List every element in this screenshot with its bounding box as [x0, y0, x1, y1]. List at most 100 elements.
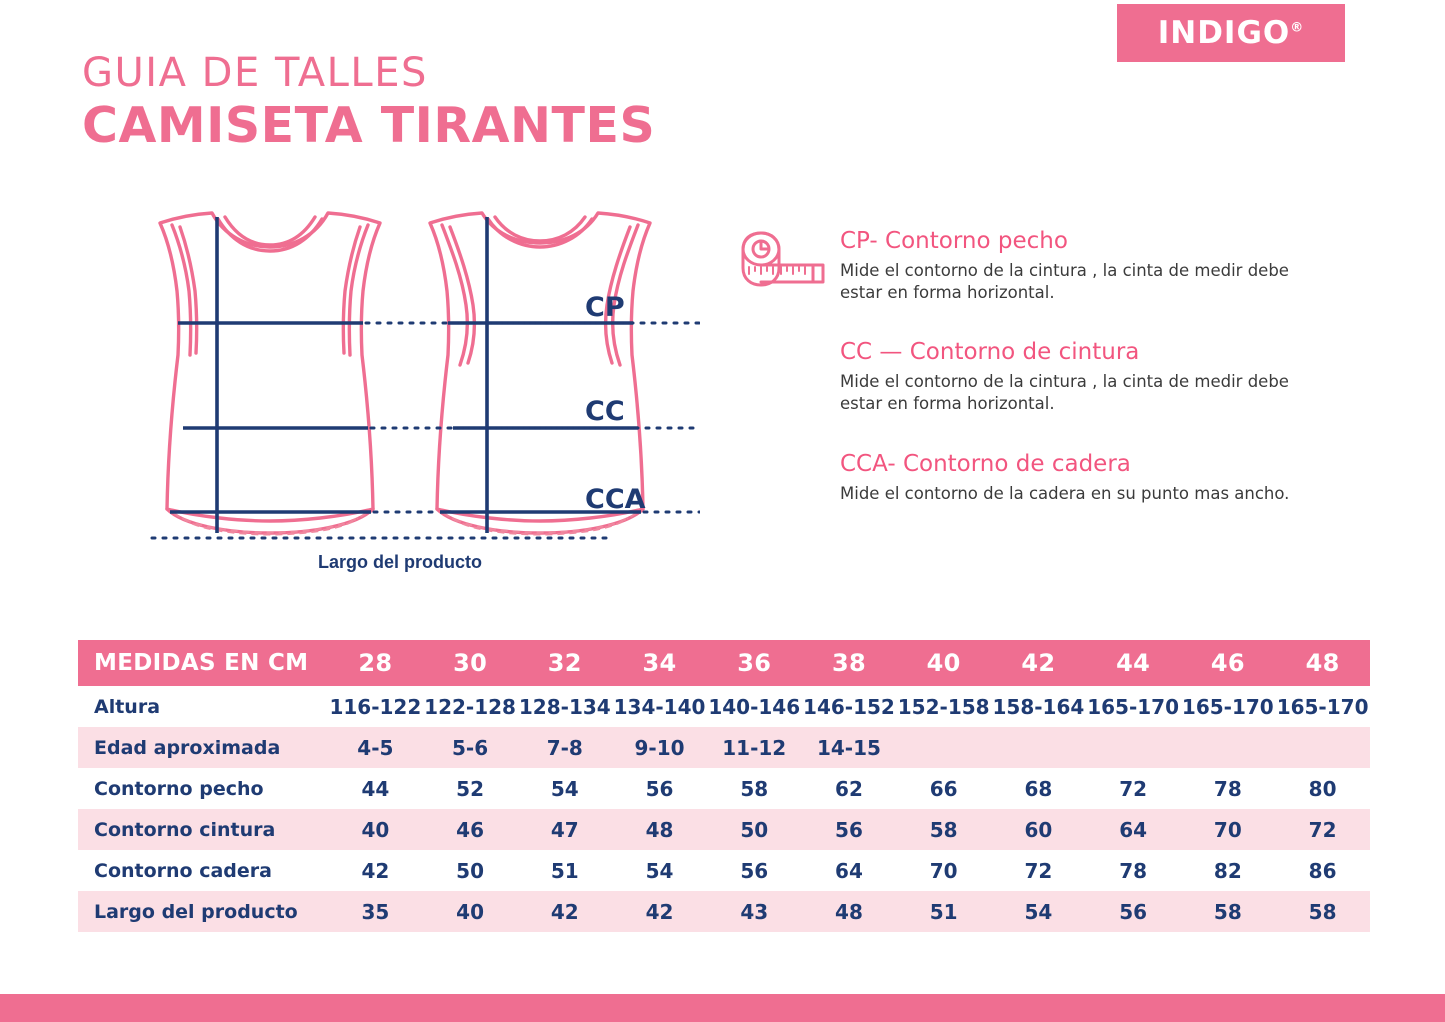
table-cell	[1180, 727, 1275, 768]
table-cell: 14-15	[816, 735, 881, 760]
table-cell: 48	[645, 817, 674, 842]
table-header-size-44: 44	[1116, 649, 1151, 677]
size-table-header: MEDIDAS EN CM 28 30 32 34 36 38 40 42 44 46 48	[78, 640, 1370, 686]
table-cell: 86	[1308, 858, 1337, 883]
table-cell: 56	[645, 776, 674, 801]
table-cell: 44	[361, 776, 390, 801]
table-cell: 122-128	[424, 694, 516, 719]
table-header-size-48: 48	[1305, 649, 1340, 677]
table-row-label: Contorno pecho	[94, 777, 264, 800]
table-row: Contorno pecho 44 52 54 56 58 62 66 68 72 78 80	[78, 768, 1370, 809]
brand-name: INDIGO	[1157, 15, 1291, 51]
garment-diagram	[100, 195, 700, 585]
table-cell: 54	[550, 776, 579, 801]
table-header-size-32: 32	[547, 649, 582, 677]
table-cell: 165-170	[1181, 694, 1274, 719]
tank-top-front-icon	[158, 211, 382, 535]
table-cell: 66	[929, 776, 958, 801]
table-cell: 40	[361, 817, 390, 842]
table-cell: 68	[1024, 776, 1053, 801]
brand-logo-text: INDIGO®	[1158, 15, 1305, 51]
table-header-label: MEDIDAS EN CM	[94, 650, 309, 676]
legend-desc-cc: Mide el contorno de la cintura , la cint…	[840, 371, 1289, 413]
table-cell: 47	[550, 817, 579, 842]
legend-title-cp: CP- Contorno pecho	[840, 228, 1068, 254]
table-cell: 50	[456, 858, 484, 883]
table-cell: 56	[835, 817, 863, 842]
footer-bar	[0, 994, 1445, 1022]
table-row-label: Altura	[94, 695, 161, 718]
legend-desc-cca: Mide el contorno de la cadera en su punt…	[840, 484, 1290, 504]
table-cell: 140-146	[708, 694, 801, 719]
title-guia-de-talles: GUIA DE TALLES	[82, 50, 428, 96]
table-cell: 7-8	[546, 735, 583, 760]
table-cell: 5-6	[452, 735, 489, 760]
title-camiseta-tirantes: CAMISETA TIRANTES	[82, 97, 656, 154]
table-cell: 42	[550, 899, 579, 924]
size-table: MEDIDAS EN CM 28 30 32 34 36 38 40 42 44 46 48 Alt…	[78, 640, 1370, 932]
table-cell: 50	[740, 817, 769, 842]
caption-largo-del-producto: Largo del producto	[318, 552, 482, 572]
legend-title-cc: CC — Contorno de cintura	[840, 338, 1140, 365]
table-cell: 70	[929, 858, 958, 883]
table-cell: 56	[740, 858, 769, 883]
table-row: Altura 116-122 122-128 128-134 134-140 140-14…	[78, 686, 1370, 727]
table-cell: 116-122	[329, 694, 422, 719]
table-cell: 40	[456, 899, 484, 924]
hem-stitch-front	[173, 512, 367, 536]
size-table-body: Altura 116-122 122-128 128-134 134-140 140-14…	[78, 686, 1370, 932]
table-cell: 128-134	[518, 694, 611, 719]
table-cell: 58	[1308, 899, 1337, 924]
table-row: Largo del producto 35 40 42 42 43 48 51 54 56 58 58	[78, 891, 1370, 932]
table-row: Edad aproximada 4-5 5-6 7-8 9-10 11-12 14-15	[78, 727, 1370, 768]
table-row-label: Contorno cadera	[94, 859, 272, 882]
table-cell: 72	[1119, 776, 1148, 801]
table-row: Contorno cadera 42 50 51 54 56 64 70 72 78 82 86	[78, 850, 1370, 891]
table-cell: 54	[645, 858, 674, 883]
table-header-size-46: 46	[1210, 649, 1245, 677]
table-cell: 54	[1024, 899, 1053, 924]
table-cell: 51	[929, 899, 958, 924]
table-cell: 43	[740, 899, 769, 924]
table-cell: 72	[1024, 858, 1053, 883]
table-cell: 56	[1119, 899, 1148, 924]
table-cell: 158-164	[992, 694, 1085, 719]
table-cell: 146-152	[803, 694, 895, 719]
table-cell: 58	[740, 776, 769, 801]
legend-desc-cp: Mide el contorno de la cintura , la cint…	[840, 261, 1289, 303]
table-cell: 62	[835, 776, 863, 801]
table-cell: 58	[1213, 899, 1242, 924]
page-title: GUIA DE TALLES CAMISETA TIRANTES	[82, 52, 655, 154]
measurement-dotted-lines	[150, 321, 700, 540]
table-cell: 51	[550, 858, 579, 883]
table-cell: 82	[1213, 858, 1242, 883]
table-header-row: MEDIDAS EN CM 28 30 32 34 36 38 40 42 44 46 48	[78, 640, 1370, 686]
table-cell: 70	[1213, 817, 1242, 842]
table-cell: 42	[645, 899, 674, 924]
table-header-size-34: 34	[642, 649, 677, 677]
table-cell: 152-158	[897, 694, 990, 719]
table-cell: 134-140	[613, 694, 706, 719]
table-row-label: Edad aproximada	[94, 736, 281, 759]
table-cell: 60	[1024, 817, 1053, 842]
measurement-legend: CP- Contorno pecho Mide el contorno de l…	[735, 228, 1335, 532]
table-header-size-42: 42	[1021, 649, 1056, 677]
table-cell: 9-10	[634, 735, 685, 760]
label-cp: CP	[585, 292, 625, 323]
table-cell: 42	[361, 858, 390, 883]
legend-title-cca: CCA- Contorno de cadera	[840, 451, 1131, 478]
hem-stitch-back	[443, 512, 637, 536]
table-cell	[1275, 727, 1370, 768]
table-cell	[1086, 727, 1181, 768]
registered-mark: ®	[1290, 20, 1305, 36]
table-cell: 80	[1308, 776, 1337, 801]
label-cca: CCA	[585, 484, 646, 515]
table-cell: 4-5	[357, 735, 394, 760]
table-cell	[991, 727, 1086, 768]
measuring-tape-icon	[735, 230, 827, 288]
table-cell: 46	[456, 817, 484, 842]
table-row-label: Largo del producto	[94, 900, 298, 923]
legend-item-cp: CP- Contorno pecho Mide el contorno de l…	[735, 228, 1335, 305]
table-header-size-30: 30	[453, 649, 488, 677]
table-cell: 64	[1119, 817, 1148, 842]
